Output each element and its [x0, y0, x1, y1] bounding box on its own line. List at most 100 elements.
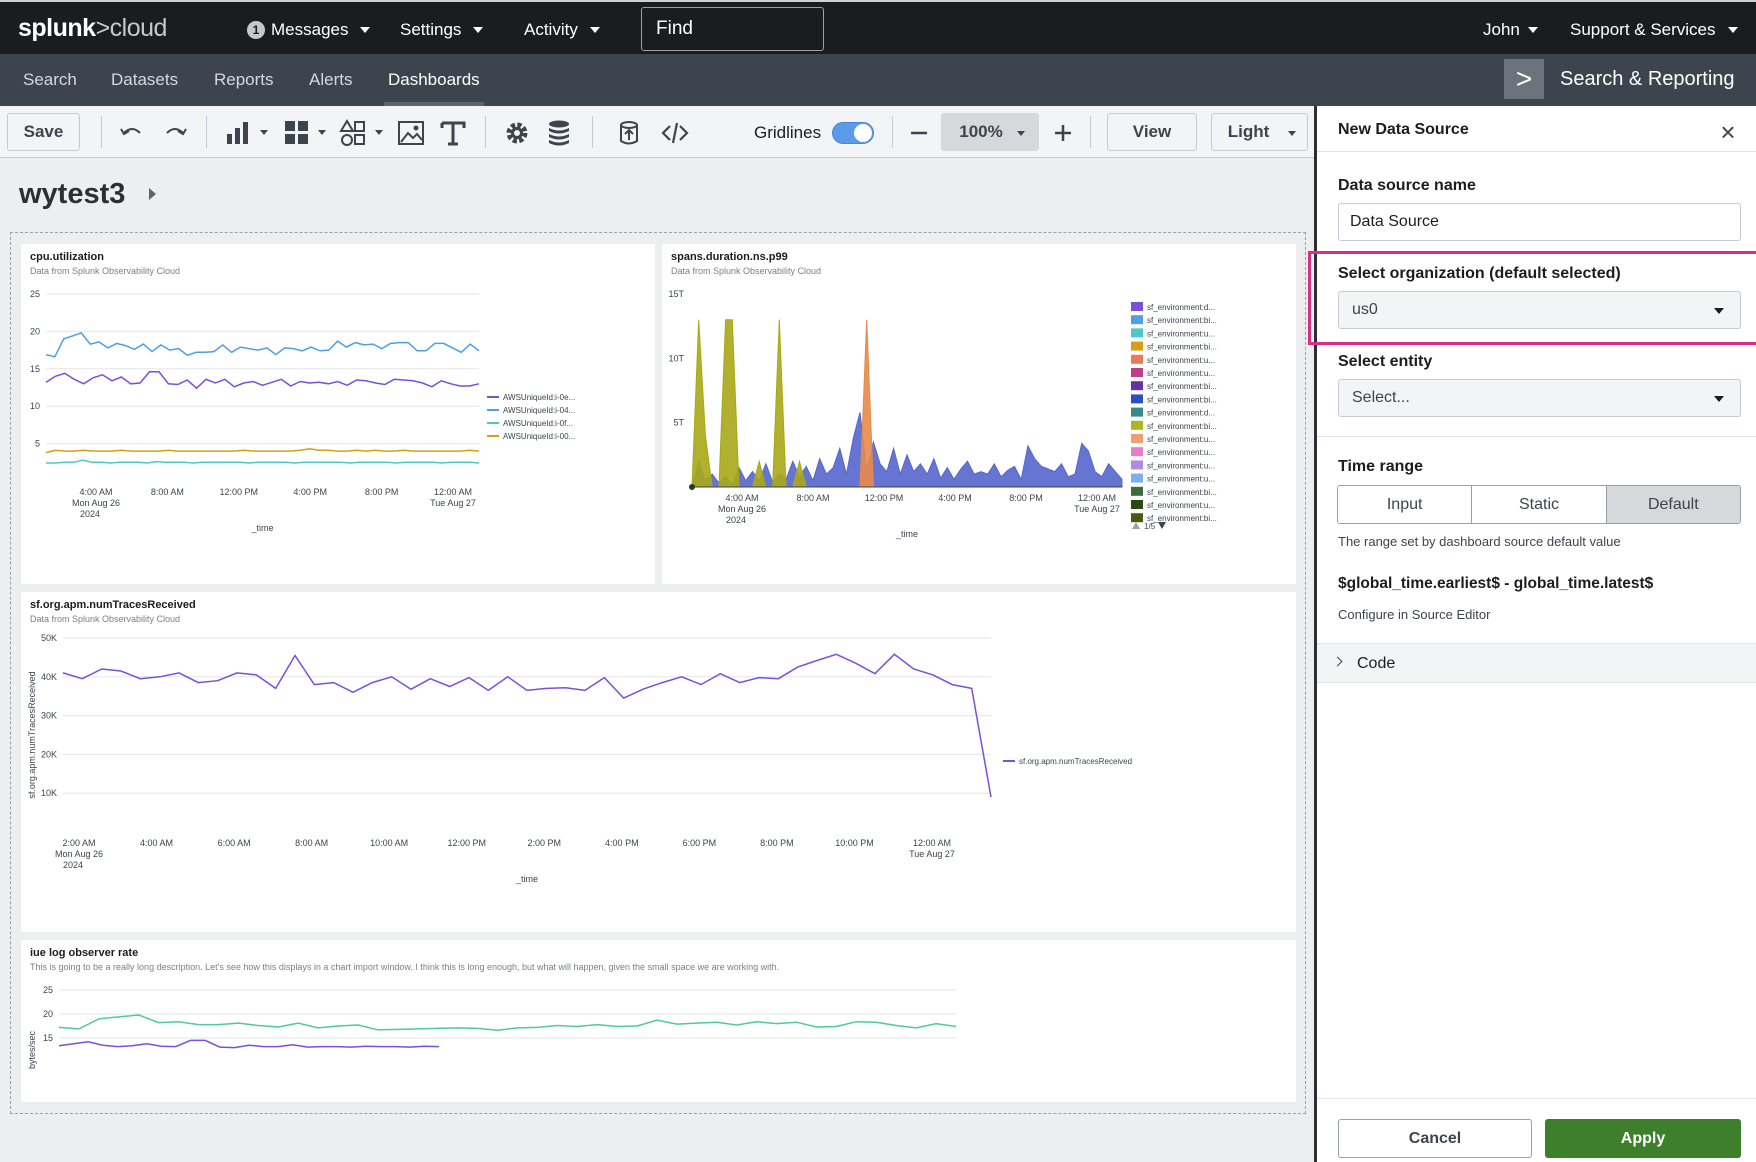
x-tick-label: 2:00 PM — [528, 838, 562, 848]
toolbar-divider — [206, 116, 207, 148]
activity-menu[interactable]: Activity — [524, 20, 600, 40]
shapes-icon[interactable] — [339, 118, 369, 148]
redo-icon[interactable] — [160, 118, 190, 148]
legend-swatch — [1131, 473, 1143, 483]
entity-placeholder: Select... — [1352, 389, 1410, 406]
legend-label: sf_environment:d... — [1147, 303, 1215, 312]
data-source-name-label: Data source name — [1338, 177, 1476, 194]
find-input[interactable] — [641, 7, 824, 51]
activity-label: Activity — [524, 20, 578, 39]
series-line — [58, 1039, 440, 1049]
chevron-down-icon[interactable] — [318, 130, 326, 135]
caret-right-icon[interactable] — [149, 188, 156, 200]
nav-dashboards[interactable]: Dashboards — [384, 70, 484, 106]
nav-search[interactable]: Search — [23, 70, 77, 89]
gridlines-toggle[interactable] — [832, 122, 874, 144]
gear-icon[interactable] — [502, 118, 532, 148]
y-tick-label: 25 — [30, 289, 40, 299]
save-button[interactable]: Save — [7, 113, 80, 151]
settings-menu[interactable]: Settings — [400, 20, 484, 40]
legend-label: sf.org.apm.numTracesReceived — [1019, 757, 1132, 766]
theme-value: Light — [1227, 122, 1270, 141]
y-tick-label: 20 — [43, 1009, 53, 1019]
view-button[interactable]: View — [1107, 113, 1197, 151]
splunk-cloud-logo[interactable]: splunk>cloud — [18, 14, 167, 43]
y-tick-label: 10K — [41, 788, 57, 798]
legend-label: AWSUniqueId:i-04... — [503, 406, 575, 415]
chart-icon[interactable] — [224, 118, 254, 148]
y-axis-label: bytes/sec — [27, 1030, 37, 1069]
data-source-name-input[interactable] — [1338, 203, 1741, 241]
settings-label: Settings — [400, 20, 462, 39]
series-line — [45, 332, 480, 358]
time-range-default-option[interactable]: Default — [1606, 486, 1740, 523]
time-range-input-option[interactable]: Input — [1338, 486, 1473, 523]
legend-swatch — [1131, 447, 1143, 457]
zoom-select[interactable]: 100% — [941, 113, 1039, 151]
nav-alerts[interactable]: Alerts — [309, 70, 353, 89]
x-tick-label: 8:00 PM — [1009, 493, 1043, 503]
toolbar-divider — [485, 116, 486, 148]
chart-subtitle: Data from Splunk Observability Cloud — [671, 266, 822, 276]
legend-swatch — [1131, 381, 1143, 391]
chart-panel-cpu[interactable]: 25 20 15 10 5 4:00 AM Mon Aug 26 2024 8:00 AM 12:… — [21, 244, 655, 584]
chevron-down-icon — [1714, 396, 1724, 402]
undo-icon[interactable] — [117, 118, 147, 148]
chart-panel-traces[interactable]: 50K 40K 30K 20K 10K 2:00 AM Mon Aug 26 2024 4:00… — [21, 592, 1296, 932]
data-source-icon[interactable] — [614, 118, 644, 148]
organization-value: us0 — [1352, 301, 1378, 318]
logo-text: splunk — [18, 14, 96, 42]
series-line — [62, 653, 992, 798]
apply-button[interactable]: Apply — [1545, 1119, 1741, 1158]
x-tick-label: 4:00 AM — [725, 493, 758, 503]
x-tick-label: 8:00 PM — [365, 487, 399, 497]
legend-prev-icon — [1132, 522, 1140, 529]
chevron-down-icon[interactable] — [260, 130, 268, 135]
x-tick-sublabel: Mon Aug 26 — [55, 849, 103, 859]
text-icon[interactable] — [438, 118, 468, 148]
entity-label: Select entity — [1338, 353, 1433, 370]
dashboard-title[interactable]: wytest3 — [19, 178, 126, 210]
close-icon[interactable]: × — [1720, 117, 1736, 147]
dashboard-canvas[interactable]: wytest3 25 20 15 10 5 4:00 AM Mon Aug 26 2024 8:… — [0, 158, 1314, 1162]
database-icon[interactable] — [544, 118, 574, 148]
series-line — [46, 459, 480, 464]
legend-label: sf_environment:u... — [1147, 475, 1215, 484]
y-axis-label: sf.org.apm.numTracesReceived — [27, 671, 37, 798]
minus-icon[interactable] — [904, 118, 934, 148]
x-tick-year: 2024 — [726, 515, 746, 525]
organization-label: Select organization (default selected) — [1338, 265, 1621, 282]
legend-swatch — [1131, 368, 1143, 377]
app-icon[interactable]: > — [1504, 59, 1544, 99]
nav-datasets[interactable]: Datasets — [111, 70, 179, 89]
x-tick-label: 6:00 AM — [218, 838, 251, 848]
grid-layout-icon[interactable] — [282, 118, 312, 148]
chart-subtitle: This is going to be a really long descri… — [30, 962, 780, 972]
chart-panel-log-observer[interactable]: 25 20 15 bytes/sec iue log observer rate Th… — [21, 940, 1296, 1102]
time-range-static-option[interactable]: Static — [1472, 486, 1607, 523]
support-menu[interactable]: Support & Services — [1570, 20, 1738, 40]
series-origin-point — [689, 484, 695, 490]
image-icon[interactable] — [396, 118, 426, 148]
chevron-down-icon[interactable] — [375, 130, 383, 135]
messages-menu[interactable]: 1 Messages — [247, 20, 371, 40]
chart-panel-spans[interactable]: 15T 10T 5T 4:00 AM Mon Aug 26 2024 8:00 AM 12:0… — [662, 244, 1296, 584]
x-tick-sublabel: Mon Aug 26 — [72, 498, 120, 508]
panel-title: New Data Source — [1338, 121, 1469, 138]
code-icon[interactable] — [660, 118, 690, 148]
cancel-button[interactable]: Cancel — [1338, 1119, 1532, 1158]
code-section-toggle[interactable]: Code — [1317, 643, 1756, 683]
x-tick-sublabel: Mon Aug 26 — [718, 504, 766, 514]
plus-icon[interactable] — [1048, 118, 1078, 148]
app-name[interactable]: Search & Reporting — [1560, 68, 1735, 90]
x-tick-sublabel: Tue Aug 27 — [1074, 504, 1120, 514]
nav-reports[interactable]: Reports — [214, 70, 274, 89]
user-menu[interactable]: John — [1483, 20, 1538, 40]
legend-label: sf_environment:u... — [1147, 501, 1215, 510]
theme-select[interactable]: Light — [1211, 113, 1308, 151]
organization-select[interactable]: us0 — [1338, 291, 1741, 329]
entity-select[interactable]: Select... — [1338, 379, 1741, 417]
legend-swatch — [1131, 302, 1143, 311]
